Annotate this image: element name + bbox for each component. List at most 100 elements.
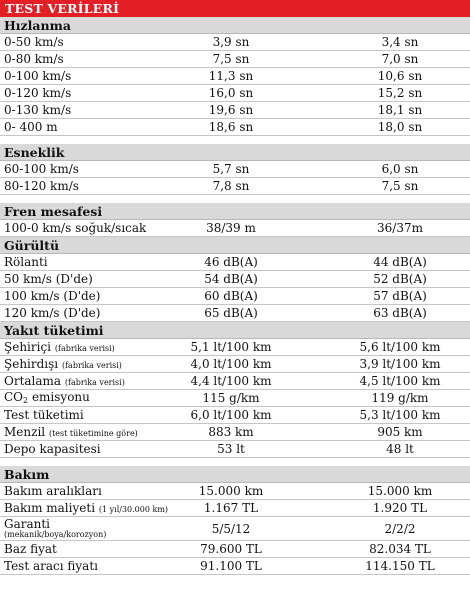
value-car-b: 52 dB(A): [373, 272, 427, 286]
row-label-text: Test tüketimi: [4, 407, 84, 422]
value-car-a: 4,0 lt/100 km: [190, 357, 272, 371]
row-label: 100 km/s (D'de): [0, 288, 150, 303]
row-label-text: Garanti: [4, 517, 51, 531]
table-row: Garanti (mekanik/boya/korozyon) 5/5/12 2/2/…: [0, 517, 470, 541]
value-car-a: 4,4 lt/100 km: [190, 374, 272, 388]
row-label: CO2 emisyonu: [0, 389, 150, 405]
section-header: Hızlanma: [0, 17, 470, 34]
row-label: Baz fiyat: [0, 541, 150, 556]
value-car-b: 5,6 lt/100 km: [359, 340, 441, 354]
section-gap: [0, 458, 470, 466]
row-label-note: (fabrika verisi): [54, 343, 115, 353]
value-car-a: 1.167 TL: [203, 501, 259, 515]
value-car-b: 3,4 sn: [381, 35, 419, 49]
row-label-text: 0-120 km/s: [4, 85, 72, 100]
table-row: 120 km/s (D'de) 65 dB(A) 63 dB(A): [0, 305, 470, 322]
table-row: Test aracı fiyatı 91.100 TL 114.150 TL: [0, 558, 470, 575]
section-gap: [0, 195, 470, 203]
row-label-text: 0-130 km/s: [4, 102, 72, 117]
section-gap: [0, 136, 470, 144]
row-label-text: CO: [4, 389, 24, 404]
value-car-b: 114.150 TL: [365, 559, 435, 573]
row-label: 120 km/s (D'de): [0, 305, 150, 320]
value-car-a: 5/5/12: [211, 521, 251, 536]
value-car-a: 79.600 TL: [200, 542, 262, 556]
row-label: 0-50 km/s: [0, 35, 150, 49]
row-label: 0-80 km/s: [0, 52, 150, 66]
row-label: Şehiriçi (fabrika verisi): [0, 340, 150, 354]
row-label-text: Test aracı fiyatı: [4, 558, 98, 573]
row-label-text: Menzil: [4, 424, 46, 439]
row-label-text: Ortalama: [4, 373, 62, 388]
value-car-a: 16,0 sn: [208, 86, 254, 100]
row-label-text: 50 km/s (D'de): [4, 271, 93, 286]
value-car-a: 91.100 TL: [200, 559, 262, 573]
value-car-a: 883 km: [208, 425, 254, 439]
row-label: Şehirdışı (fabrika verisi): [0, 356, 150, 371]
value-car-b: 4,5 lt/100 km: [359, 374, 441, 388]
value-car-b: 6,0 sn: [381, 162, 419, 176]
row-label-text: 100-0 km/s soğuk/sıcak: [4, 220, 147, 235]
row-label: 0- 400 m: [0, 120, 150, 134]
row-label: Test tüketimi: [0, 407, 150, 422]
value-car-a: 7,8 sn: [212, 179, 250, 193]
value-car-b: 15.000 km: [367, 484, 433, 498]
value-car-a: 53 lt: [217, 442, 245, 456]
value-car-b: 15,2 sn: [377, 86, 423, 100]
value-car-b: 82.034 TL: [369, 542, 431, 556]
value-car-a: 115 g/km: [202, 391, 260, 405]
value-car-b: 905 km: [377, 425, 423, 439]
row-label: Garanti (mekanik/boya/korozyon): [0, 518, 150, 539]
table-row: Ortalama (fabrika verisi) 4,4 lt/100 km 4,…: [0, 373, 470, 390]
sections-container: Hızlanma 0-50 km/s 3,9 sn 3,4 sn 0-80 km/s 7,…: [0, 17, 470, 575]
table-row: 0- 400 m 18,6 sn 18,0 sn: [0, 119, 470, 136]
table-row: Bakım aralıkları 15.000 km 15.000 km: [0, 483, 470, 500]
row-label-text: 120 km/s (D'de): [4, 305, 101, 320]
row-label: 50 km/s (D'de): [0, 271, 150, 286]
row-label-text: 100 km/s (D'de): [4, 288, 101, 303]
row-label-tail: emisyonu: [28, 389, 90, 404]
row-label-note: (1 yıl/30.000 km): [98, 504, 169, 514]
table-row: 60-100 km/s 5,7 sn 6,0 sn: [0, 161, 470, 178]
value-car-a: 11,3 sn: [208, 69, 254, 83]
section-header: Gürültü: [0, 237, 470, 254]
row-label-text: Şehirdışı: [4, 356, 59, 371]
row-label: 80-120 km/s: [0, 179, 150, 193]
row-label-note: (mekanik/boya/korozyon): [4, 529, 107, 539]
value-car-a: 3,9 sn: [212, 35, 250, 49]
section-header: Esneklik: [0, 144, 470, 161]
table-row: Şehiriçi (fabrika verisi) 5,1 lt/100 km 5,…: [0, 339, 470, 356]
row-label: 0-130 km/s: [0, 102, 150, 117]
table-row: Şehirdışı (fabrika verisi) 4,0 lt/100 km 3…: [0, 356, 470, 373]
value-car-b: 1.920 TL: [372, 501, 428, 515]
row-label: 0-120 km/s: [0, 85, 150, 100]
row-label: Menzil (test tüketimine göre): [0, 424, 150, 439]
row-label: Rölanti: [0, 255, 150, 269]
row-label: 60-100 km/s: [0, 162, 150, 176]
row-label: 100-0 km/s soğuk/sıcak: [0, 220, 150, 235]
value-car-a: 65 dB(A): [204, 306, 258, 320]
value-car-b: 2/2/2: [384, 521, 416, 536]
value-car-a: 5,1 lt/100 km: [190, 340, 272, 354]
row-label-text: Baz fiyat: [4, 541, 57, 556]
table-row: 100-0 km/s soğuk/sıcak 38/39 m 36/37m: [0, 220, 470, 237]
value-car-b: 3,9 lt/100 km: [359, 357, 441, 371]
row-label: 0-100 km/s: [0, 69, 150, 83]
table-row: Bakım maliyeti (1 yıl/30.000 km) 1.167 TL…: [0, 500, 470, 517]
table-row: CO2 emisyonu 115 g/km 119 g/km: [0, 390, 470, 407]
row-label-note: (test tüketimine göre): [48, 428, 138, 438]
table-row: 80-120 km/s 7,8 sn 7,5 sn: [0, 178, 470, 195]
table-row: Menzil (test tüketimine göre) 883 km 905 k…: [0, 424, 470, 441]
table-row: 0-120 km/s 16,0 sn 15,2 sn: [0, 85, 470, 102]
table-row: Baz fiyat 79.600 TL 82.034 TL: [0, 541, 470, 558]
value-car-b: 63 dB(A): [373, 306, 427, 320]
value-car-b: 7,0 sn: [381, 52, 419, 66]
table-title: TEST VERİLERİ: [0, 0, 470, 17]
row-label-text: Bakım maliyeti: [4, 500, 96, 515]
row-label: Test aracı fiyatı: [0, 558, 150, 573]
section-header: Yakıt tüketimi: [0, 322, 470, 339]
value-car-b: 48 lt: [386, 442, 414, 456]
row-label: Ortalama (fabrika verisi): [0, 373, 150, 388]
table-row: 0-50 km/s 3,9 sn 3,4 sn: [0, 34, 470, 51]
value-car-a: 6,0 lt/100 km: [190, 408, 272, 422]
